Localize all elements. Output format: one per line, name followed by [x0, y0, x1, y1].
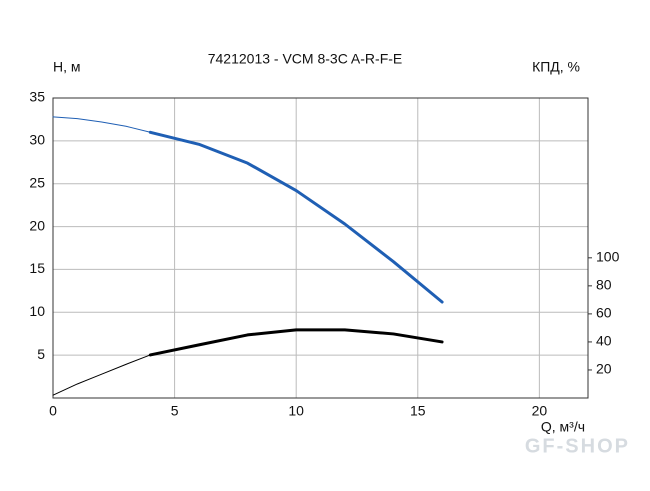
x-tick-label: 0	[49, 403, 57, 419]
watermark: GF-SHOP	[525, 435, 630, 457]
plot-frame	[52, 97, 589, 399]
y2-tick-label: 40	[596, 333, 612, 349]
y-tick-label: 20	[29, 217, 45, 233]
y2-tick-label: 60	[596, 305, 612, 321]
y-tick-label: 30	[29, 132, 45, 148]
curve	[148, 328, 444, 357]
y2-axis-label: КПД, %	[532, 59, 580, 75]
y-tick-label: 35	[29, 89, 45, 105]
y-tick-label: 10	[29, 303, 45, 319]
curve	[52, 116, 151, 133]
y-tick-label: 15	[29, 260, 45, 276]
x-tick-label: 20	[532, 403, 548, 419]
y2-tick-label: 20	[596, 361, 612, 377]
y-tick-label: 5	[37, 346, 45, 362]
y-axis-label: H, м	[53, 59, 81, 75]
x-tick-label: 10	[288, 403, 304, 419]
chart-title: 74212013 - VCM 8-3C A-R-F-E	[208, 51, 403, 67]
x-tick-label: 15	[410, 403, 426, 419]
y2-tick-label: 80	[596, 277, 612, 293]
x-axis-label: Q, м³/ч	[541, 419, 585, 435]
y-tick-label: 25	[29, 174, 45, 190]
curve	[148, 130, 444, 304]
curve	[52, 354, 151, 396]
y2-tick-label: 100	[596, 249, 620, 265]
x-tick-label: 5	[171, 403, 179, 419]
